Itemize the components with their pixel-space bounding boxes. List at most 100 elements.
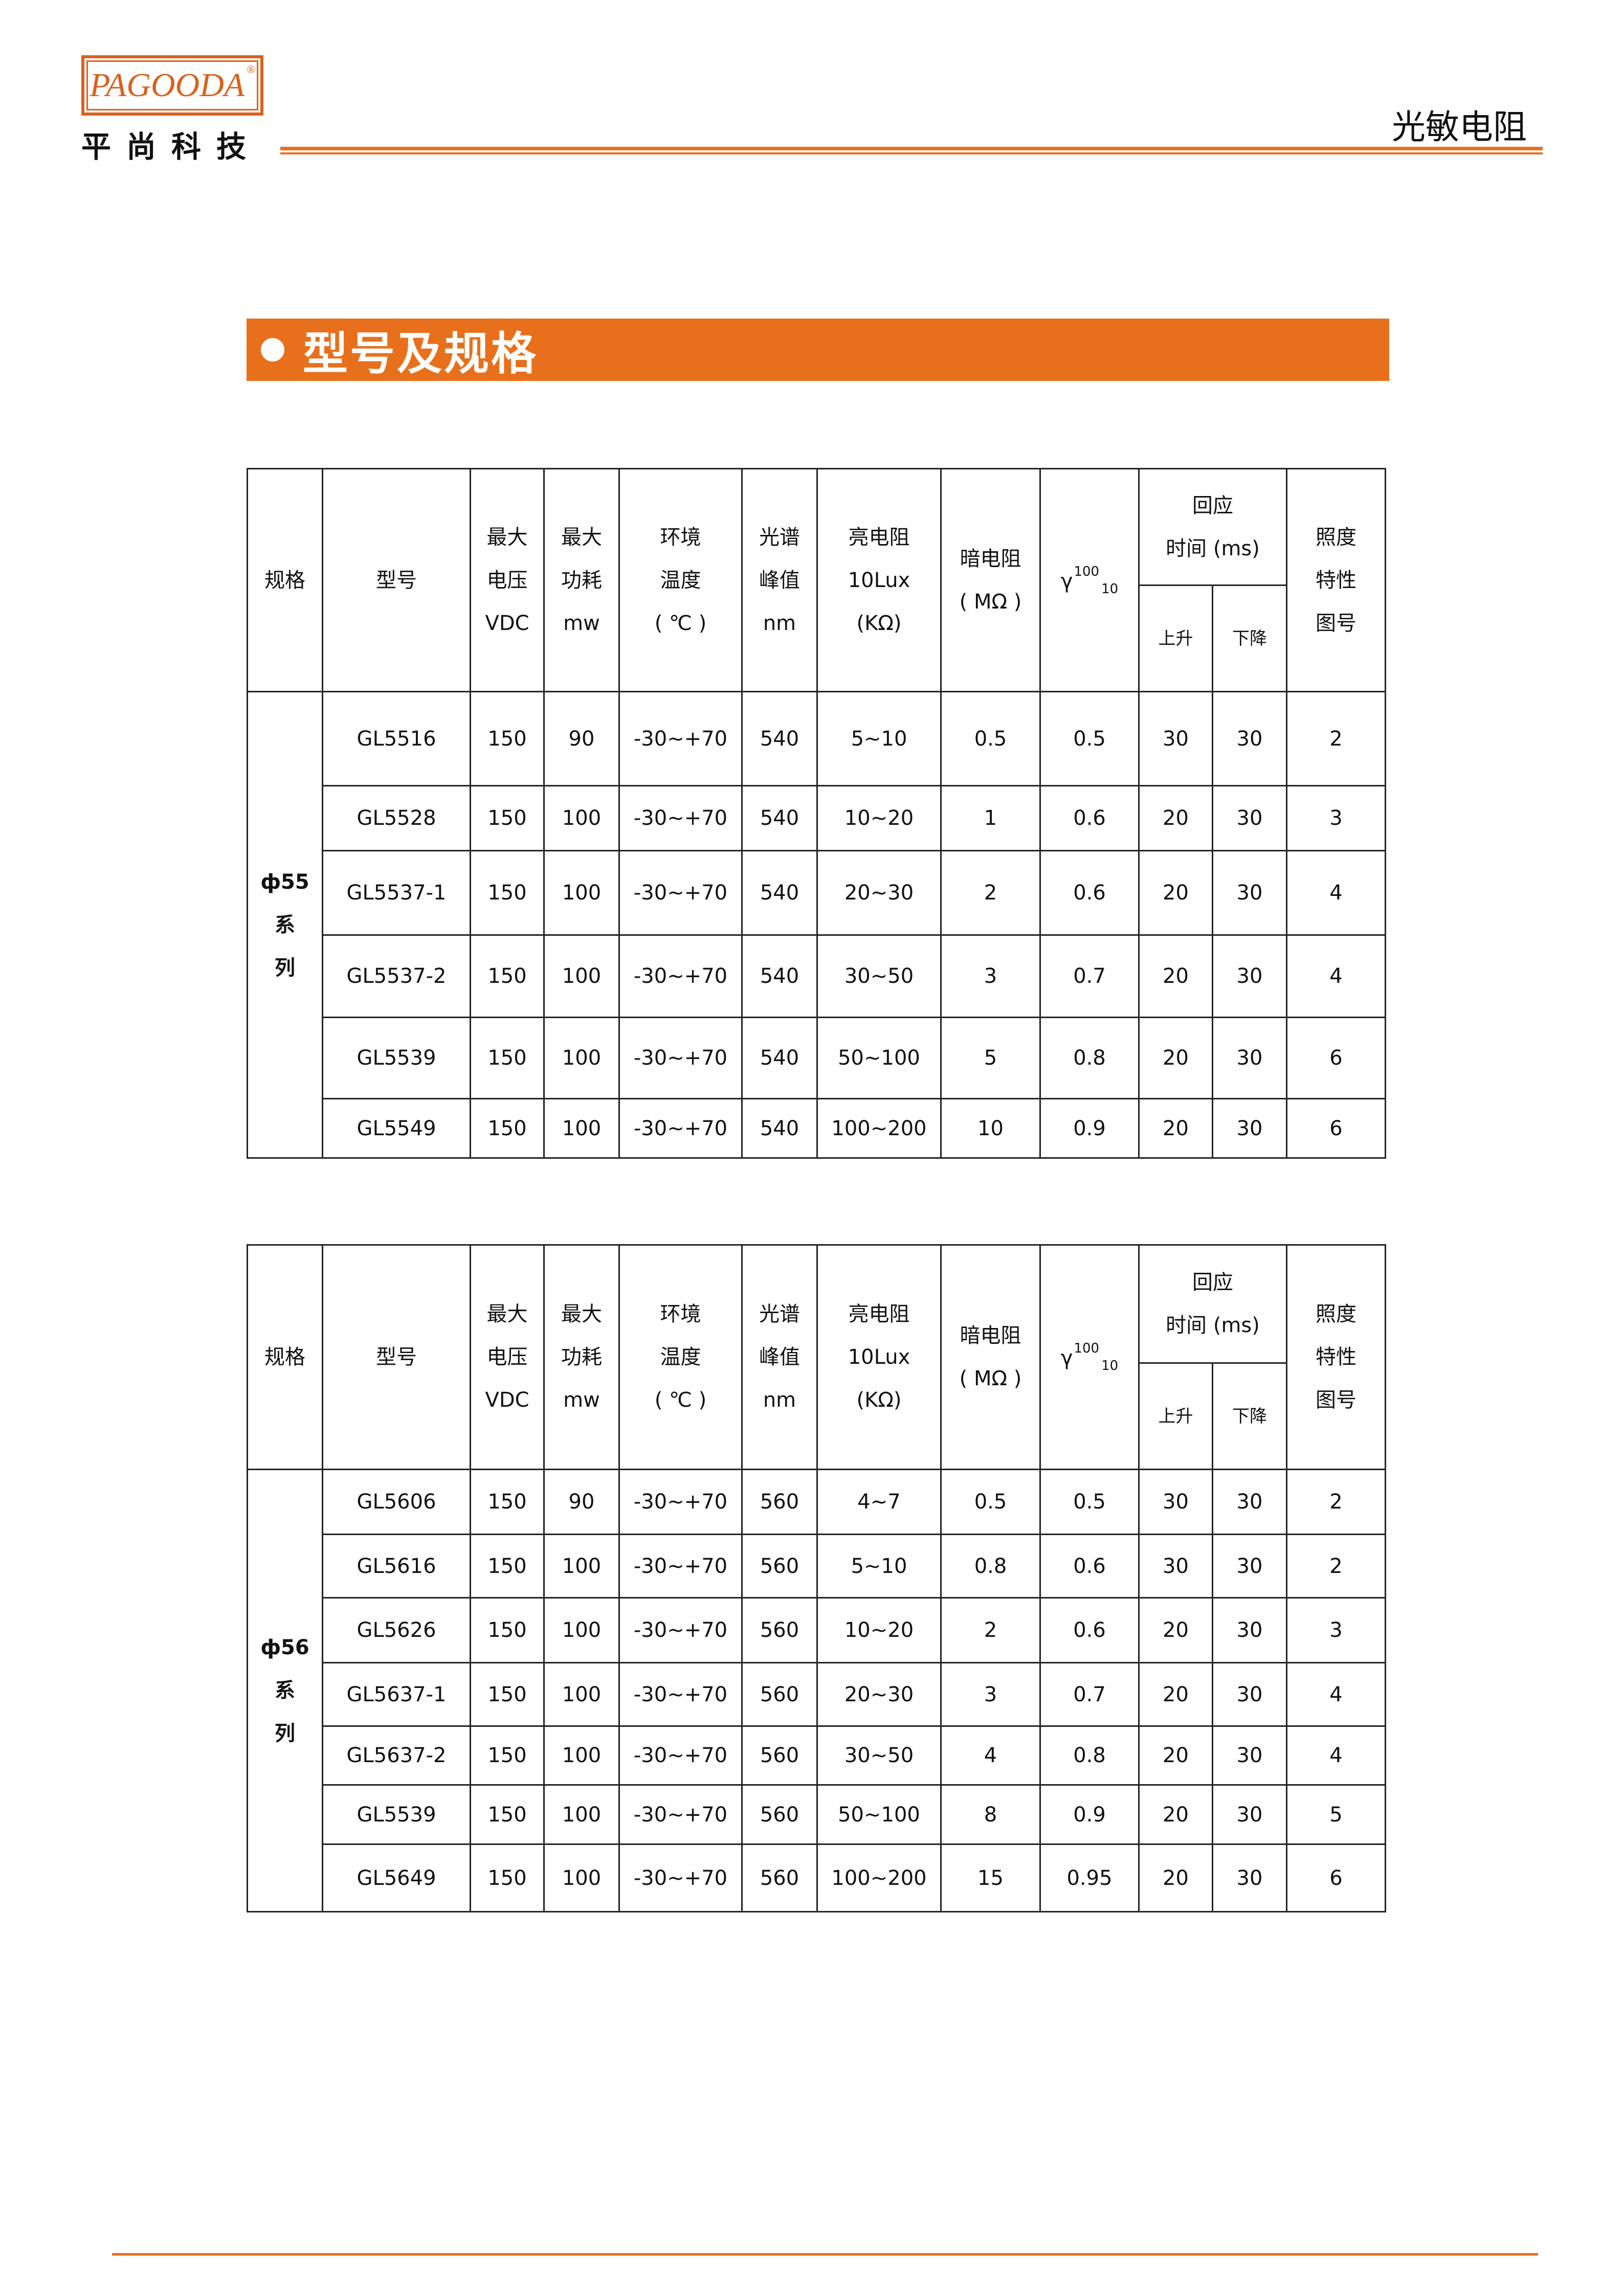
table-cell: 0.9 xyxy=(1039,1784,1140,1845)
table-cell: 0.5 xyxy=(940,1469,1041,1535)
table-cell: GL5637-2 xyxy=(322,1725,471,1786)
table-cell: -30~+70 xyxy=(618,1534,743,1599)
header-line: mw xyxy=(563,1388,600,1412)
table-cell: 90 xyxy=(543,1469,620,1535)
table-cell: 5~10 xyxy=(816,1534,942,1599)
table-cell: GL5606 xyxy=(322,1469,471,1535)
table-cell: 0.5 xyxy=(1039,691,1140,786)
company-logo: PAGOODA ® xyxy=(81,55,263,116)
header-line: ( MΩ ) xyxy=(959,1367,1022,1390)
table-cell: 100~200 xyxy=(816,1843,942,1912)
table-cell: 540 xyxy=(741,785,818,851)
table-cell: 30 xyxy=(1211,1098,1288,1159)
header-line: 回应 xyxy=(1192,493,1233,517)
table-cell: 100 xyxy=(543,1784,620,1845)
table-cell: 150 xyxy=(470,1662,545,1727)
table-cell: 4 xyxy=(940,1725,1041,1786)
table-cell: 560 xyxy=(741,1597,818,1663)
table-cell: 540 xyxy=(741,1098,818,1159)
table-cell: 0.9 xyxy=(1039,1098,1140,1159)
table-cell: 30 xyxy=(1211,1534,1288,1599)
header-dark-resistance: 暗电阻 ( MΩ ) xyxy=(940,1244,1041,1470)
header-curve-no: 照度 特性 图号 xyxy=(1286,468,1387,692)
table-cell: 20~30 xyxy=(816,850,942,936)
table-cell: 30 xyxy=(1211,1662,1288,1727)
table-cell: 30 xyxy=(1211,1725,1288,1786)
table-cell: 2 xyxy=(1286,691,1387,786)
table-cell: 20~30 xyxy=(816,1662,942,1727)
table-cell: 540 xyxy=(741,1017,818,1099)
table-cell: 0.5 xyxy=(940,691,1041,786)
header-gamma: γ10010 xyxy=(1039,468,1140,692)
table-cell: 30 xyxy=(1211,785,1288,851)
table-cell: 0.5 xyxy=(1039,1469,1140,1535)
table-cell: 540 xyxy=(741,691,818,786)
spec-table-55: 规格 型号 最大 电压 VDC 最大 功耗 mw 环境 温度( ℃ ) 光谱 峰值 nm 亮电阻 10Lux… xyxy=(247,468,1387,1159)
table-cell: GL5539 xyxy=(322,1784,471,1845)
header-divider-thin xyxy=(280,152,1543,154)
table-cell: GL5528 xyxy=(322,785,471,851)
table-cell: 6 xyxy=(1286,1098,1387,1159)
header-model: 型号 xyxy=(322,1244,471,1470)
table-row: ф56 系列 GL5606 150 90 -30~+70 560 4~7 0.5 0.5 30 30 2 xyxy=(247,1469,1387,1912)
table-cell: 30 xyxy=(1211,691,1288,786)
section-banner: 型号及规格 xyxy=(247,319,1389,381)
header-gamma: γ10010 xyxy=(1039,1244,1140,1470)
table-cell: 6 xyxy=(1286,1843,1387,1912)
table-cell: 560 xyxy=(741,1534,818,1599)
table-cell: 150 xyxy=(470,850,545,936)
header-line: 时间 (ms) xyxy=(1166,1314,1260,1337)
table-row: GL5649 150 100 -30~+70 560 100~200 15 0.95 20 30 6 xyxy=(248,1843,1387,1912)
logo-text: PAGOODA xyxy=(90,66,245,104)
table-cell: 4 xyxy=(1286,1725,1387,1786)
header-line: 环境 xyxy=(660,525,701,549)
table-cell: 100 xyxy=(543,1597,620,1663)
table-cell: -30~+70 xyxy=(618,1725,743,1786)
table-cell: 30 xyxy=(1138,691,1213,786)
table-cell: 30 xyxy=(1138,1534,1213,1599)
header-rise: 上升 xyxy=(1138,584,1213,692)
header-line: 最大 xyxy=(561,525,602,549)
header-fall: 下降 xyxy=(1211,584,1288,692)
table-row: GL5528 150 100 -30~+70 540 10~20 1 0.6 20 30 3 xyxy=(248,785,1387,851)
header-temp: 环境 温度 ( ℃ ) xyxy=(618,1244,743,1470)
table-cell: 4 xyxy=(1286,850,1387,936)
table-cell: 540 xyxy=(741,850,818,936)
table-cell: 150 xyxy=(470,1784,545,1845)
table-cell: 20 xyxy=(1138,1017,1213,1099)
table-cell: 1 xyxy=(940,785,1041,851)
table-cell: 100 xyxy=(543,1017,620,1099)
header-line: ( MΩ ) xyxy=(959,590,1022,614)
table-cell: 2 xyxy=(1286,1534,1387,1599)
table-cell: -30~+70 xyxy=(618,850,743,936)
table-cell: 100 xyxy=(543,1098,620,1159)
header-line: ( ℃ ) xyxy=(654,611,707,635)
header-line: 系 xyxy=(275,913,295,937)
table-cell: 30~50 xyxy=(816,1725,942,1786)
document-title: 光敏电阻 xyxy=(1392,107,1527,147)
header-response-time: 回应 时间 (ms) xyxy=(1138,1244,1288,1364)
header-line: 系 xyxy=(275,1679,295,1702)
header-line: 光谱 xyxy=(759,1302,800,1326)
table-cell: 100 xyxy=(543,934,620,1018)
table-cell: 8 xyxy=(940,1784,1041,1845)
series-label: ф56 系列 xyxy=(247,1469,323,1912)
header-line: 10Lux xyxy=(848,568,910,592)
table-cell: -30~+70 xyxy=(618,1843,743,1912)
table-row: GL5549 150 100 -30~+70 540 100~200 10 0.9 20 30 6 xyxy=(248,1098,1387,1159)
table-cell: 20 xyxy=(1138,785,1213,851)
table-cell: 100 xyxy=(543,1725,620,1786)
header-model: 型号 xyxy=(322,468,471,692)
header-line: 图号 xyxy=(1316,1388,1357,1412)
table-cell: -30~+70 xyxy=(618,1597,743,1663)
header-voltage: 最大 电压 VDC xyxy=(470,1244,545,1470)
table-cell: 20 xyxy=(1138,1098,1213,1159)
table-cell: 100 xyxy=(543,1662,620,1727)
table-cell: 2 xyxy=(940,850,1041,936)
table-cell: GL5649 xyxy=(322,1843,471,1912)
footer-divider xyxy=(112,2253,1538,2256)
table-cell: 20 xyxy=(1138,850,1213,936)
table-cell: GL5626 xyxy=(322,1597,471,1663)
header-spec: 规格 xyxy=(247,1244,323,1470)
table-cell: 0.8 xyxy=(1039,1017,1140,1099)
